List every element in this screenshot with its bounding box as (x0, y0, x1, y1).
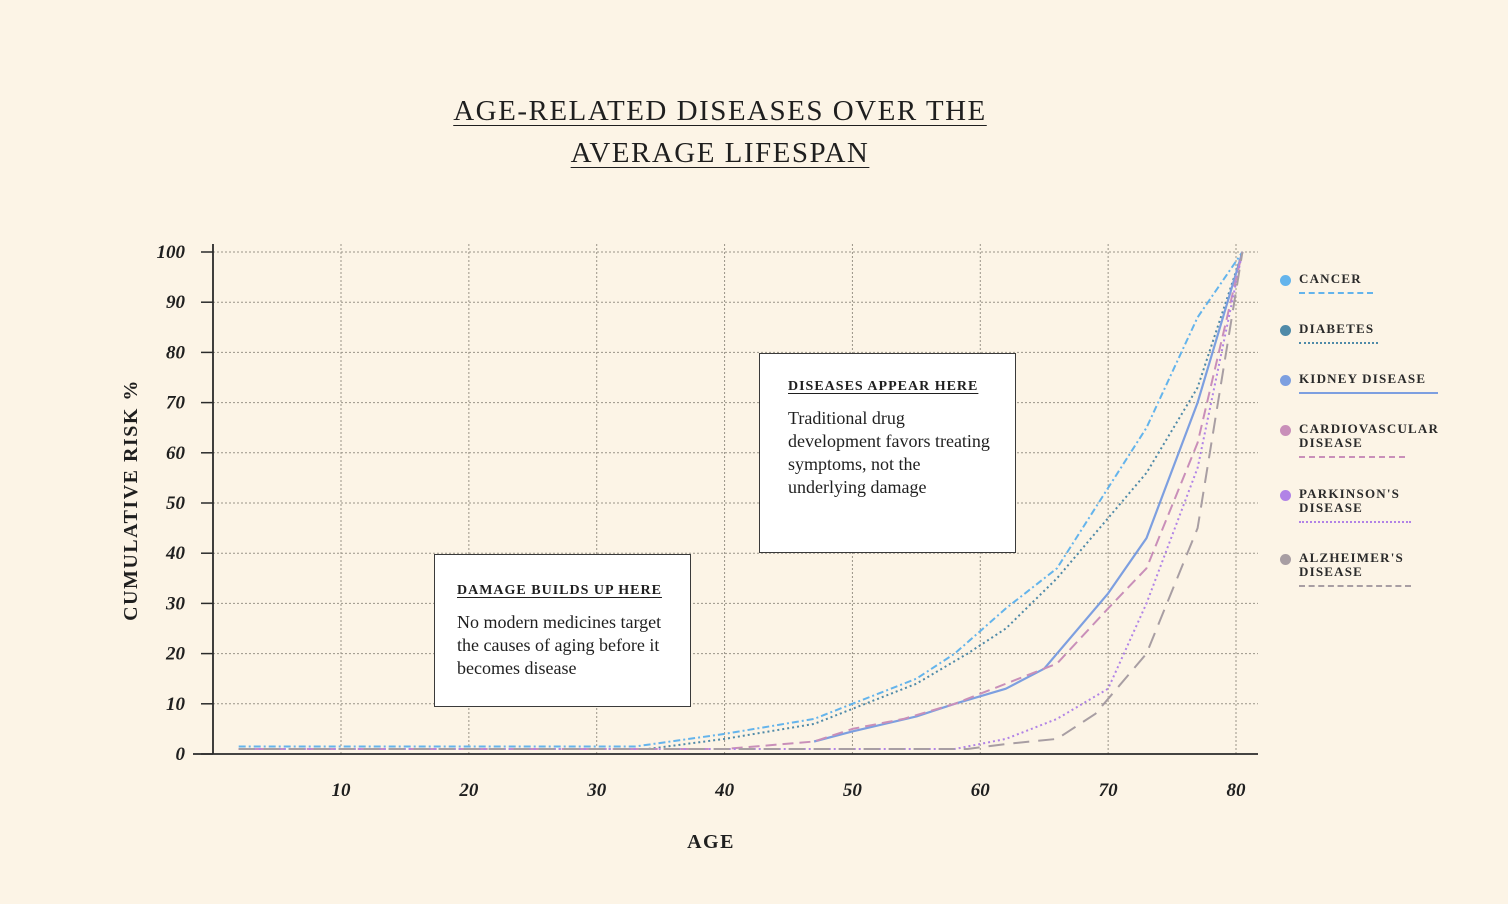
series-line-cancer (238, 251, 1244, 748)
y-tick-label-60: 60 (166, 443, 186, 464)
legend-label: KIDNEY DISEASE (1299, 372, 1426, 386)
legend-label-line: KIDNEY DISEASE (1299, 371, 1427, 386)
x-tick-label-80: 80 (1227, 780, 1247, 801)
legend-swatch (1280, 490, 1291, 501)
chart-title-line-1: AGE-RELATED DISEASES OVER THE (453, 95, 987, 127)
legend-swatch (1280, 275, 1291, 286)
legend-line-sample (1299, 342, 1378, 344)
legend-label-line: DISEASE (1299, 435, 1364, 450)
x-tick-label-30: 30 (586, 780, 607, 801)
y-tick-label-0: 0 (176, 744, 186, 765)
x-axis-title: AGE (687, 831, 735, 853)
series-line-parkinson-s-disease (238, 251, 1244, 750)
annotation-damage-title: DAMAGE BUILDS UP HERE (457, 583, 662, 598)
series-line-alzheimer-s-disease (238, 251, 1244, 750)
annotation-diseases-body: Traditional drug development favors trea… (788, 408, 990, 497)
legend-line-sample (1299, 392, 1438, 394)
legend-label: DIABETES (1299, 322, 1374, 336)
y-tick-label-30: 30 (165, 593, 186, 614)
annotation-damage-body: No modern medicines target the causes of… (457, 612, 662, 678)
x-tick-label-60: 60 (971, 780, 991, 801)
legend-line-sample (1299, 292, 1373, 294)
legend-line-sample (1299, 521, 1411, 523)
series-line-cardiovascular-disease (238, 251, 1244, 750)
annotation-damage: DAMAGE BUILDS UP HERE No modern medicine… (434, 554, 691, 707)
chart-title: AGE-RELATED DISEASES OVER THE AVERAGE LI… (0, 90, 1440, 174)
x-tick-label-20: 20 (458, 780, 479, 801)
legend-label-line: CARDIOVASCULAR (1299, 421, 1440, 436)
y-tick-label-40: 40 (165, 543, 186, 564)
legend-label-line: DISEASE (1299, 500, 1364, 515)
grid (213, 244, 1258, 754)
legend-label: CANCER (1299, 272, 1362, 286)
chart-title-line-2: AVERAGE LIFESPAN (570, 137, 870, 169)
y-tick-label-20: 20 (165, 644, 186, 665)
y-tick-label-100: 100 (157, 242, 186, 263)
y-axis-title: CUMULATIVE RISK % (120, 379, 142, 621)
y-tick-label-90: 90 (166, 292, 186, 313)
annotation-diseases-title: DISEASES APPEAR HERE (788, 379, 979, 394)
series-line-kidney-disease (813, 251, 1244, 743)
legend-label: CARDIOVASCULAR DISEASE (1299, 422, 1439, 450)
legend-swatch (1280, 325, 1291, 336)
legend-label: PARKINSON'S DISEASE (1299, 487, 1400, 515)
series-line-diabetes (238, 251, 1244, 750)
x-tick-label-50: 50 (843, 780, 863, 801)
y-tick-label-50: 50 (166, 493, 186, 514)
legend-label-line: DISEASE (1299, 564, 1364, 579)
series-lines (238, 251, 1244, 750)
axes (193, 244, 1258, 755)
y-tick-label-70: 70 (166, 393, 186, 414)
legend-swatch (1280, 554, 1291, 565)
legend-label-line: ALZHEIMER'S (1299, 550, 1404, 565)
legend-swatch (1280, 425, 1291, 436)
y-tick-label-10: 10 (166, 694, 186, 715)
x-tick-label-70: 70 (1099, 780, 1119, 801)
x-tick-label-10: 10 (332, 780, 352, 801)
x-tick-label-40: 40 (714, 780, 735, 801)
legend-line-sample (1299, 456, 1405, 458)
y-tick-label-80: 80 (166, 342, 186, 363)
legend-label-line: PARKINSON'S (1299, 486, 1401, 501)
legend-label-line: DIABETES (1299, 321, 1375, 336)
axis-labels: 0 10 20 30 40 50 60 70 80 90 100 10 20 30 40 50 60 70 80 AG… (120, 242, 1246, 853)
legend-label: ALZHEIMER'S DISEASE (1299, 551, 1404, 579)
annotation-diseases: DISEASES APPEAR HERE Traditional drug de… (759, 353, 1016, 553)
legend-line-sample (1299, 585, 1411, 587)
legend-label-line: CANCER (1299, 271, 1362, 286)
legend-swatch (1280, 375, 1291, 386)
